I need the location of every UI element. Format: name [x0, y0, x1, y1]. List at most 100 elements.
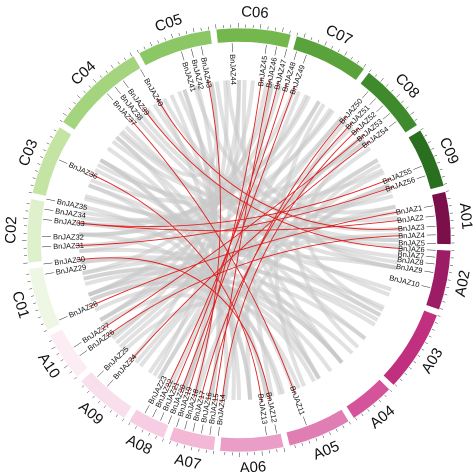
gene-leader	[191, 48, 194, 58]
gene-leader	[425, 262, 435, 265]
jaz-link	[75, 219, 402, 232]
gene-label: BnJAZ14	[215, 394, 227, 426]
gene-leader	[264, 426, 267, 436]
scale-tick	[434, 154, 438, 157]
gene-leader	[58, 316, 68, 321]
scale-tick	[134, 426, 137, 429]
gene-leader	[293, 51, 297, 61]
scale-tick	[162, 438, 164, 442]
scale-tick	[282, 27, 284, 33]
jaz-link	[200, 121, 354, 400]
scale-tick	[425, 342, 428, 345]
scale-tick	[404, 372, 408, 376]
gene-label: BnJAZ15	[207, 393, 220, 425]
chromosome-ring	[26, 27, 452, 453]
scale-tick	[363, 63, 367, 68]
scale-tick	[401, 100, 404, 104]
scale-tick	[123, 57, 126, 61]
chromosome-a02	[425, 249, 452, 311]
chromosome-label: A01	[456, 202, 474, 230]
chromosome-label: A03	[418, 345, 447, 377]
scale-tick	[294, 445, 296, 449]
scale-tick	[331, 45, 334, 49]
scale-tick	[83, 90, 86, 94]
scale-tick	[308, 440, 311, 444]
chromosome-c05	[138, 29, 213, 66]
scale-tick	[97, 400, 101, 404]
scale-tick	[367, 409, 370, 412]
scale-tick	[439, 168, 443, 171]
gene-label: BnJAZ36	[67, 160, 99, 181]
scale-tick	[93, 79, 97, 83]
synteny-link	[84, 193, 392, 292]
scale-tick	[28, 192, 32, 194]
scale-tick	[33, 302, 37, 304]
scale-tick	[198, 448, 200, 452]
scale-tick	[444, 294, 448, 296]
scale-tick	[421, 348, 425, 351]
scale-tick	[420, 128, 424, 131]
gene-leader	[43, 219, 53, 221]
gene-label: BnJAZ13	[256, 393, 269, 425]
scale-tick	[440, 308, 444, 310]
gene-leader	[106, 379, 114, 387]
jaz-link	[88, 211, 401, 308]
scale-tick	[301, 442, 303, 446]
scale-tick	[37, 163, 41, 165]
scale-tick	[324, 41, 327, 46]
gene-leader	[376, 105, 384, 112]
gene-leader	[369, 98, 377, 105]
scale-tick	[164, 37, 166, 41]
gene-leader	[274, 424, 277, 434]
scale-tick	[405, 106, 409, 109]
gene-leader	[176, 418, 180, 427]
scale-tick	[37, 316, 41, 319]
scale-tick	[322, 435, 325, 439]
chromosome-label: C02	[2, 216, 20, 244]
scale-tick	[43, 330, 47, 332]
scale-tick	[99, 75, 103, 78]
scale-tick	[437, 161, 441, 164]
gene-leader	[181, 51, 185, 61]
chromosome-c01	[28, 266, 61, 331]
scale-tick	[46, 142, 50, 145]
scale-tick	[43, 149, 47, 152]
scale-tick	[155, 435, 157, 439]
scale-tick	[56, 353, 60, 356]
scale-tick	[444, 183, 448, 185]
scale-tick	[445, 190, 449, 192]
gene-leader	[426, 256, 436, 258]
gene-leader	[184, 420, 188, 430]
scale-tick	[29, 288, 33, 290]
scale-tick	[317, 39, 320, 43]
gene-label: BnJAZ33	[54, 216, 86, 228]
chromosome-label: C01	[8, 289, 32, 320]
jaz-duplication-links	[75, 77, 403, 404]
synteny-link	[214, 81, 321, 380]
scale-tick	[169, 441, 171, 445]
gene-leader	[362, 91, 369, 99]
scale-tick	[369, 69, 372, 73]
gene-leader	[160, 412, 165, 421]
scale-tick	[417, 354, 421, 357]
chromosome-label: C07	[323, 21, 355, 48]
scale-tick	[129, 52, 133, 57]
jaz-link	[128, 117, 296, 395]
scale-tick	[88, 85, 92, 88]
gene-label: BnJAZ32	[53, 232, 84, 242]
gene-leader	[201, 424, 204, 434]
scale-tick	[344, 51, 348, 56]
scale-tick	[385, 84, 389, 87]
scale-tick	[110, 64, 114, 69]
scale-tick	[178, 32, 180, 37]
scale-tick	[442, 301, 446, 303]
scale-tick	[62, 112, 67, 116]
synteny-link	[273, 103, 326, 387]
scale-tick	[431, 328, 435, 331]
chromosome-label: C05	[153, 11, 184, 36]
gene-label: BnJAZ10	[388, 273, 420, 289]
chromosome-label: A06	[239, 458, 267, 472]
scale-tick	[117, 61, 120, 65]
scale-tick	[170, 33, 173, 39]
gene-leader	[106, 93, 114, 101]
